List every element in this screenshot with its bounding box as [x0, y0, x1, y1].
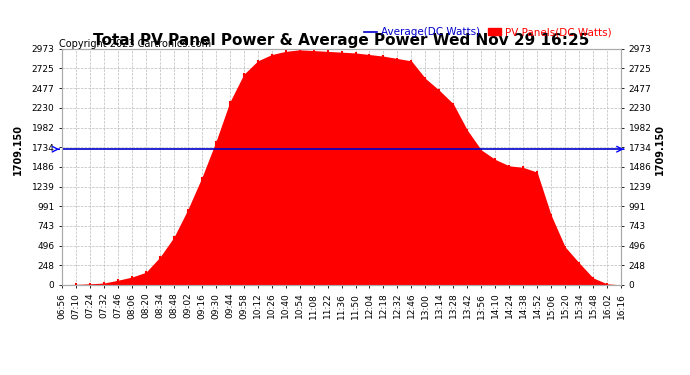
- Text: 1709.150: 1709.150: [655, 124, 664, 175]
- Legend: Average(DC Watts), PV Panels(DC Watts): Average(DC Watts), PV Panels(DC Watts): [360, 23, 615, 42]
- Text: 1709.150: 1709.150: [13, 124, 23, 175]
- Title: Total PV Panel Power & Average Power Wed Nov 29 16:25: Total PV Panel Power & Average Power Wed…: [93, 33, 590, 48]
- Text: Copyright 2023 Cartronics.com: Copyright 2023 Cartronics.com: [59, 39, 210, 50]
